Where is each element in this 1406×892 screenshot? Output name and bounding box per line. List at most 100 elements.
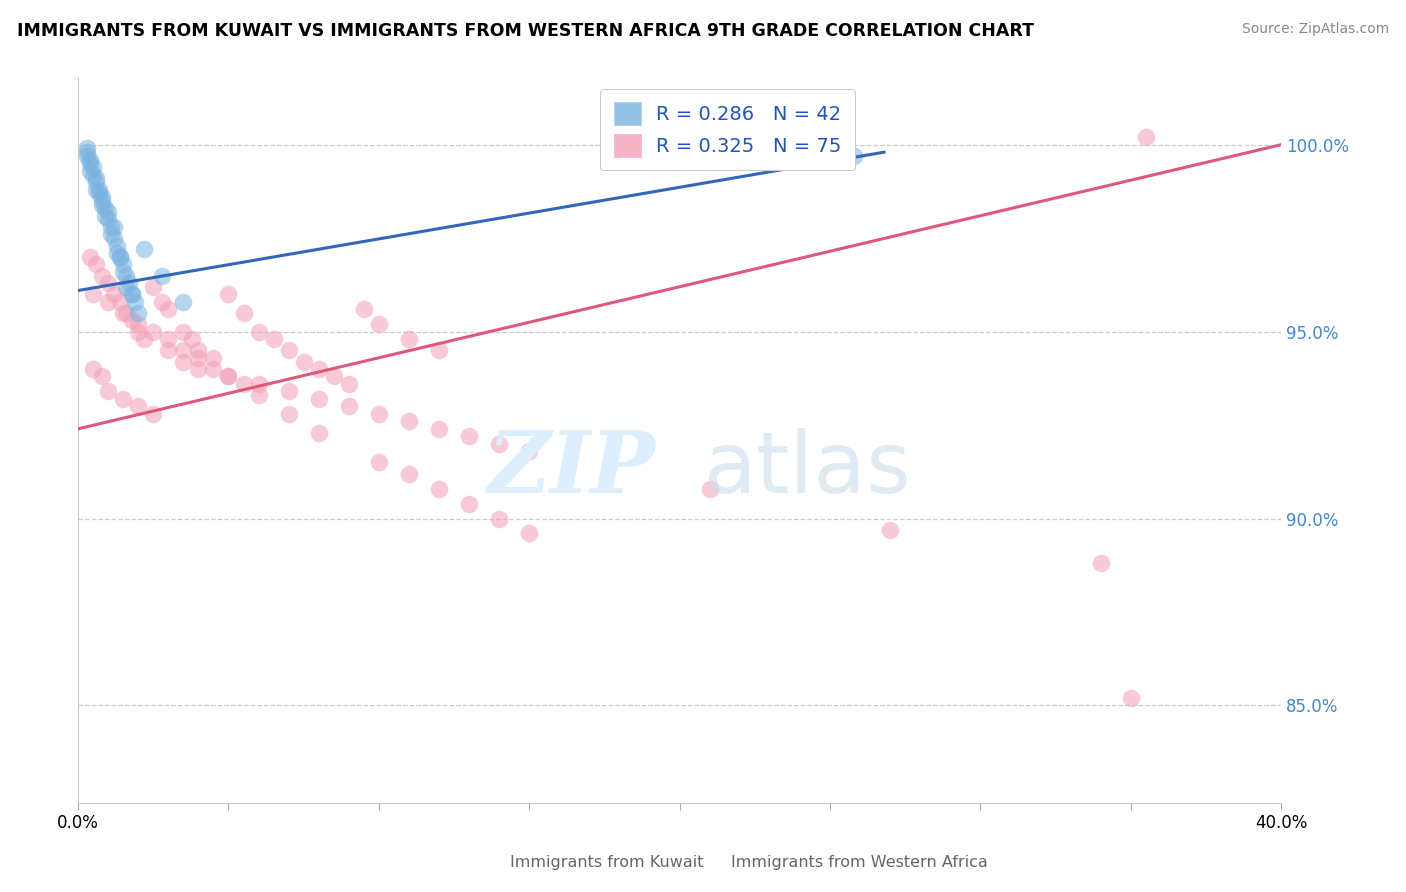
Point <box>115 306 138 320</box>
Point <box>91 194 114 208</box>
Point <box>127 400 149 414</box>
Point <box>76 145 98 160</box>
Point <box>110 250 132 264</box>
Point <box>89 186 111 201</box>
Point <box>112 392 135 406</box>
Point <box>458 429 481 443</box>
Point <box>150 294 173 309</box>
Point <box>842 149 865 163</box>
Point <box>217 369 239 384</box>
Point <box>84 171 107 186</box>
Point <box>103 287 125 301</box>
Point <box>79 164 101 178</box>
Point <box>337 376 360 391</box>
Point <box>322 369 344 384</box>
Point <box>91 369 114 384</box>
Point <box>91 190 114 204</box>
Text: Immigrants from Kuwait: Immigrants from Kuwait <box>509 855 703 870</box>
Point <box>105 246 128 260</box>
Point <box>398 332 420 346</box>
Point <box>142 279 165 293</box>
Point <box>157 302 180 317</box>
Point <box>84 175 107 189</box>
Point <box>82 287 104 301</box>
Point <box>118 276 141 290</box>
Point <box>91 268 114 283</box>
Point <box>232 376 254 391</box>
Point <box>879 523 901 537</box>
Point <box>127 306 149 320</box>
Point <box>100 227 122 242</box>
Point <box>157 343 180 358</box>
Point <box>124 294 146 309</box>
Point <box>458 497 481 511</box>
Point <box>121 287 143 301</box>
Point <box>84 183 107 197</box>
Point <box>789 141 811 155</box>
Point <box>308 362 330 376</box>
Point <box>263 332 285 346</box>
Point <box>488 511 510 525</box>
Point <box>232 306 254 320</box>
Point <box>127 317 149 331</box>
Point <box>247 388 270 402</box>
Point <box>91 197 114 211</box>
Point <box>202 362 225 376</box>
Point <box>187 362 209 376</box>
Point <box>277 384 299 399</box>
Point <box>1119 690 1142 705</box>
Point <box>517 444 540 458</box>
Legend: R = 0.286   N = 42, R = 0.325   N = 75: R = 0.286 N = 42, R = 0.325 N = 75 <box>600 88 855 170</box>
Point <box>94 209 117 223</box>
Point <box>172 294 194 309</box>
Point <box>217 369 239 384</box>
Point <box>76 141 98 155</box>
Text: Source: ZipAtlas.com: Source: ZipAtlas.com <box>1241 22 1389 37</box>
Point <box>82 160 104 174</box>
Point <box>427 343 450 358</box>
Point <box>157 332 180 346</box>
Point <box>247 325 270 339</box>
Point <box>398 414 420 428</box>
Point <box>367 407 389 421</box>
Point <box>150 268 173 283</box>
Point <box>172 343 194 358</box>
Point <box>105 238 128 252</box>
Point <box>112 257 135 271</box>
Point <box>353 302 375 317</box>
Point <box>172 354 194 368</box>
Point <box>134 332 156 346</box>
Point <box>134 243 156 257</box>
Point <box>277 407 299 421</box>
Point <box>79 153 101 167</box>
Point <box>1090 557 1112 571</box>
Point <box>277 343 299 358</box>
Point <box>100 219 122 234</box>
Point <box>110 250 132 264</box>
Point <box>97 205 120 219</box>
Point <box>308 425 330 440</box>
Point <box>112 265 135 279</box>
Point <box>308 392 330 406</box>
Point <box>142 407 165 421</box>
Point <box>103 219 125 234</box>
Point <box>97 276 120 290</box>
Point <box>187 351 209 365</box>
Point <box>79 156 101 170</box>
Point <box>217 287 239 301</box>
Point <box>1135 130 1157 145</box>
Point <box>121 313 143 327</box>
Point <box>112 306 135 320</box>
Point <box>172 325 194 339</box>
Text: ZIP: ZIP <box>488 427 655 511</box>
Text: atlas: atlas <box>703 427 911 510</box>
Point <box>82 168 104 182</box>
Point <box>76 149 98 163</box>
Point <box>103 231 125 245</box>
Point <box>79 250 101 264</box>
Point <box>142 325 165 339</box>
Point <box>110 294 132 309</box>
Point <box>367 455 389 469</box>
Point <box>82 362 104 376</box>
Point <box>181 332 204 346</box>
